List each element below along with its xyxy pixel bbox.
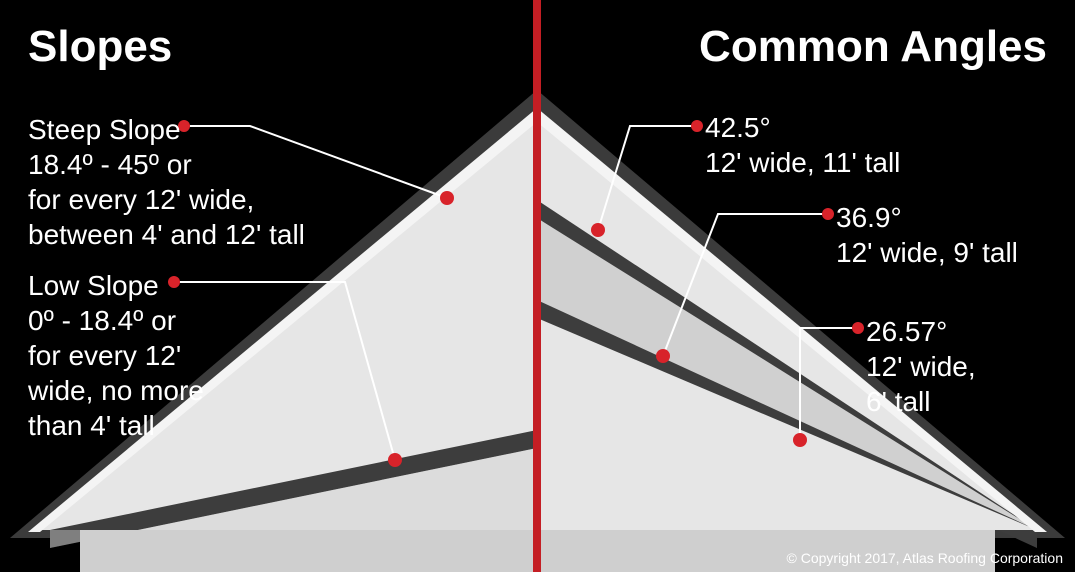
label-line: than 4' tall <box>28 408 204 443</box>
label-line: 0º - 18.4º or <box>28 303 204 338</box>
leader-dot <box>388 453 402 467</box>
center-divider <box>533 0 541 572</box>
title-slopes: Slopes <box>28 22 172 72</box>
leader-start-dot <box>852 322 864 334</box>
label-heading: 36.9° <box>836 200 1018 235</box>
label-low-slope: Low Slope0º - 18.4º orfor every 12'wide,… <box>28 268 204 443</box>
copyright-text: © Copyright 2017, Atlas Roofing Corporat… <box>787 550 1063 566</box>
label-heading: Steep Slope <box>28 112 305 147</box>
leader-dot <box>656 349 670 363</box>
label-line: 12' wide, 9' tall <box>836 235 1018 270</box>
label-line: 12' wide, <box>866 349 976 384</box>
leader-dot <box>440 191 454 205</box>
label-line: between 4' and 12' tall <box>28 217 305 252</box>
leader-start-dot <box>691 120 703 132</box>
label-line: wide, no more <box>28 373 204 408</box>
label-line: 18.4º - 45º or <box>28 147 305 182</box>
label-line: for every 12' <box>28 338 204 373</box>
label-heading: 42.5° <box>705 110 900 145</box>
leader-start-dot <box>822 208 834 220</box>
label-heading: Low Slope <box>28 268 204 303</box>
label-angle-36-9: 36.9°12' wide, 9' tall <box>836 200 1018 270</box>
diagram-stage: { "canvas": { "width": 1075, "height": 5… <box>0 0 1075 572</box>
label-angle-42-5: 42.5°12' wide, 11' tall <box>705 110 900 180</box>
leader-dot <box>793 433 807 447</box>
label-line: 6' tall <box>866 384 976 419</box>
label-heading: 26.57° <box>866 314 976 349</box>
label-line: for every 12' wide, <box>28 182 305 217</box>
label-steep-slope: Steep Slope18.4º - 45º orfor every 12' w… <box>28 112 305 252</box>
leader-dot <box>591 223 605 237</box>
label-line: 12' wide, 11' tall <box>705 145 900 180</box>
label-angle-26-57: 26.57°12' wide,6' tall <box>866 314 976 419</box>
title-common-angles: Common Angles <box>699 22 1047 72</box>
